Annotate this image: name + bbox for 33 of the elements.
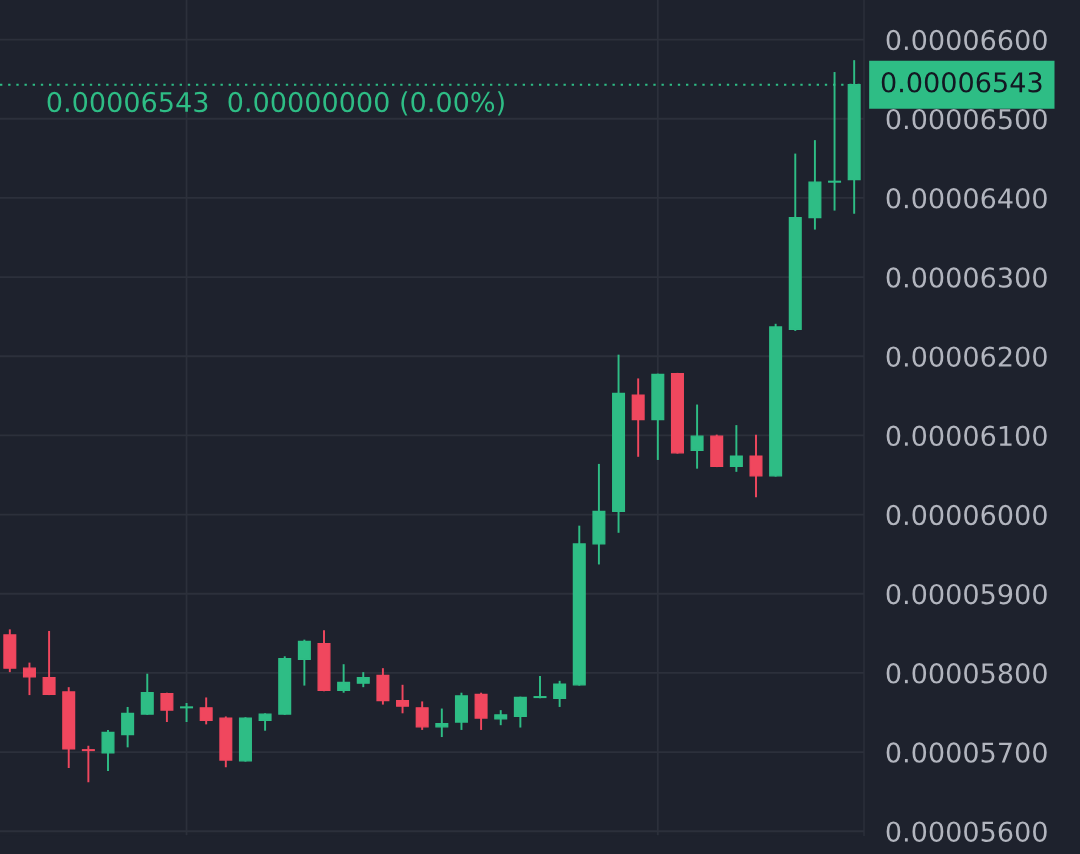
candlestick: [121, 705, 135, 749]
ref-line-label: 0.00006543: [881, 72, 1042, 93]
candlestick: [140, 672, 154, 716]
candlestick: [690, 403, 704, 470]
candlestick: [22, 661, 36, 697]
y-tick-label: 0.00006600: [886, 29, 1047, 51]
y-tick-label: 0.00006300: [886, 267, 1047, 288]
y-tick-label: 0.00006000: [886, 504, 1047, 526]
y-tick-label: 0.00005700: [886, 742, 1047, 763]
y-tick-label: 0.00006400: [886, 188, 1047, 209]
candlestick: [337, 663, 351, 694]
candlestick: [42, 629, 56, 697]
candlestick: [749, 433, 763, 499]
y-tick-label: 0.00006200: [886, 346, 1047, 367]
y-tick-label: 0.00005600: [886, 821, 1047, 842]
candlestick: [513, 695, 527, 729]
candlestick: [199, 696, 213, 726]
candlestick: [160, 691, 174, 723]
candlestick: [435, 707, 449, 739]
candlestick: [81, 744, 95, 784]
candlestick: [415, 700, 429, 731]
y-tick-label: 0.00006500: [886, 108, 1047, 130]
candlestick: [474, 691, 488, 731]
candlestick: [180, 702, 194, 723]
annotation: 0.00006543 0.00000000 (0.00%): [47, 91, 504, 116]
y-tick-label: 0.00005800: [886, 663, 1047, 684]
candlestick: [297, 638, 311, 687]
candlestick: [101, 728, 115, 773]
candlestick: [396, 683, 410, 715]
candlestick: [729, 424, 743, 473]
y-tick-label: 0.00006100: [886, 425, 1047, 447]
candlestick: [553, 679, 567, 708]
y-tick-label: 0.00005900: [886, 583, 1047, 605]
